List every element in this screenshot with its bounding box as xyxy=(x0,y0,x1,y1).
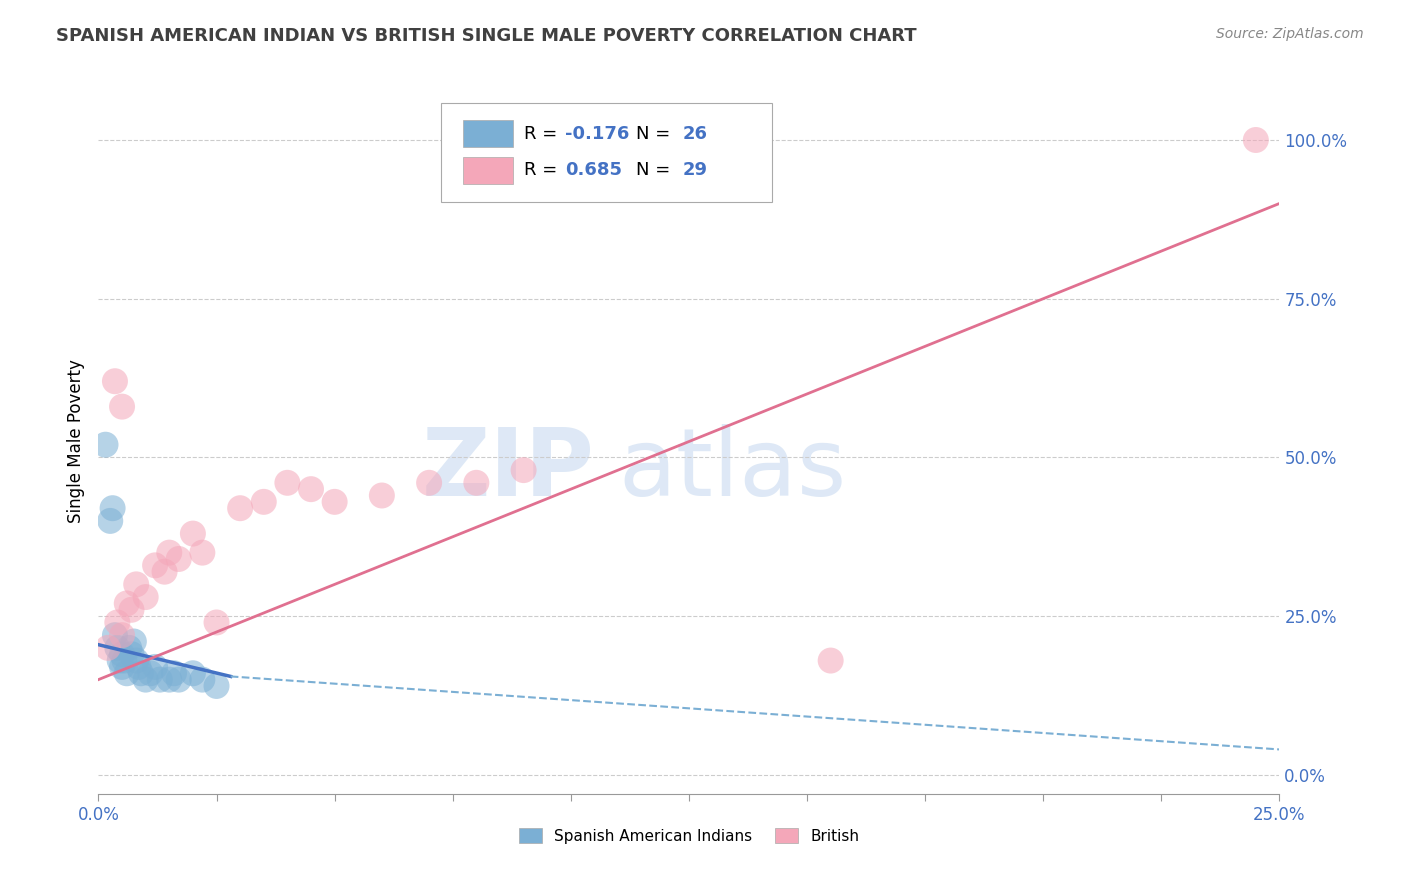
Point xyxy=(118,640,141,655)
Point xyxy=(205,615,228,630)
Point xyxy=(163,666,186,681)
Point xyxy=(181,666,204,681)
Point xyxy=(98,514,121,528)
Point xyxy=(299,482,322,496)
Text: 26: 26 xyxy=(683,125,709,143)
Point xyxy=(122,634,145,648)
Point xyxy=(191,673,214,687)
FancyBboxPatch shape xyxy=(464,157,513,184)
Point xyxy=(112,654,135,668)
Point xyxy=(111,660,134,674)
FancyBboxPatch shape xyxy=(441,103,772,202)
Point xyxy=(181,526,204,541)
Point xyxy=(128,660,150,674)
Point xyxy=(108,654,131,668)
Point xyxy=(121,647,143,661)
Point xyxy=(418,475,440,490)
Point xyxy=(276,475,298,490)
Point xyxy=(111,628,134,642)
Point xyxy=(97,640,120,655)
FancyBboxPatch shape xyxy=(464,120,513,147)
Text: R =: R = xyxy=(523,161,562,179)
Point xyxy=(253,495,276,509)
Point xyxy=(725,133,748,147)
Point xyxy=(105,615,128,630)
Point xyxy=(371,488,394,502)
Text: 0.685: 0.685 xyxy=(565,161,621,179)
Point xyxy=(167,552,190,566)
Point xyxy=(135,590,157,604)
Text: ZIP: ZIP xyxy=(422,424,595,516)
Point xyxy=(205,679,228,693)
Text: N =: N = xyxy=(636,125,676,143)
Text: N =: N = xyxy=(636,161,676,179)
Point xyxy=(512,463,534,477)
Point xyxy=(111,647,134,661)
Point xyxy=(105,640,128,655)
Point xyxy=(94,438,117,452)
Point xyxy=(465,475,488,490)
Point xyxy=(115,596,138,610)
Point xyxy=(139,666,162,681)
Point xyxy=(143,660,166,674)
Point xyxy=(583,133,606,147)
Y-axis label: Single Male Poverty: Single Male Poverty xyxy=(66,359,84,524)
Text: SPANISH AMERICAN INDIAN VS BRITISH SINGLE MALE POVERTY CORRELATION CHART: SPANISH AMERICAN INDIAN VS BRITISH SINGL… xyxy=(56,27,917,45)
Text: atlas: atlas xyxy=(619,424,846,516)
Point xyxy=(1244,133,1267,147)
Point xyxy=(129,666,152,681)
Legend: Spanish American Indians, British: Spanish American Indians, British xyxy=(513,822,865,850)
Text: R =: R = xyxy=(523,125,562,143)
Point xyxy=(104,374,127,388)
Point xyxy=(323,495,346,509)
Text: 29: 29 xyxy=(683,161,709,179)
Point xyxy=(820,654,842,668)
Point xyxy=(157,546,180,560)
Point xyxy=(167,673,190,687)
Point xyxy=(143,558,166,573)
Point xyxy=(115,666,138,681)
Point xyxy=(121,603,143,617)
Point xyxy=(125,654,148,668)
Point xyxy=(135,673,157,687)
Point xyxy=(191,546,214,560)
Text: Source: ZipAtlas.com: Source: ZipAtlas.com xyxy=(1216,27,1364,41)
Point xyxy=(229,501,252,516)
Point xyxy=(104,628,127,642)
Point xyxy=(157,673,180,687)
Point xyxy=(111,400,134,414)
Text: -0.176: -0.176 xyxy=(565,125,630,143)
Point xyxy=(101,501,124,516)
Point xyxy=(153,565,176,579)
Point xyxy=(125,577,148,591)
Point xyxy=(149,673,172,687)
